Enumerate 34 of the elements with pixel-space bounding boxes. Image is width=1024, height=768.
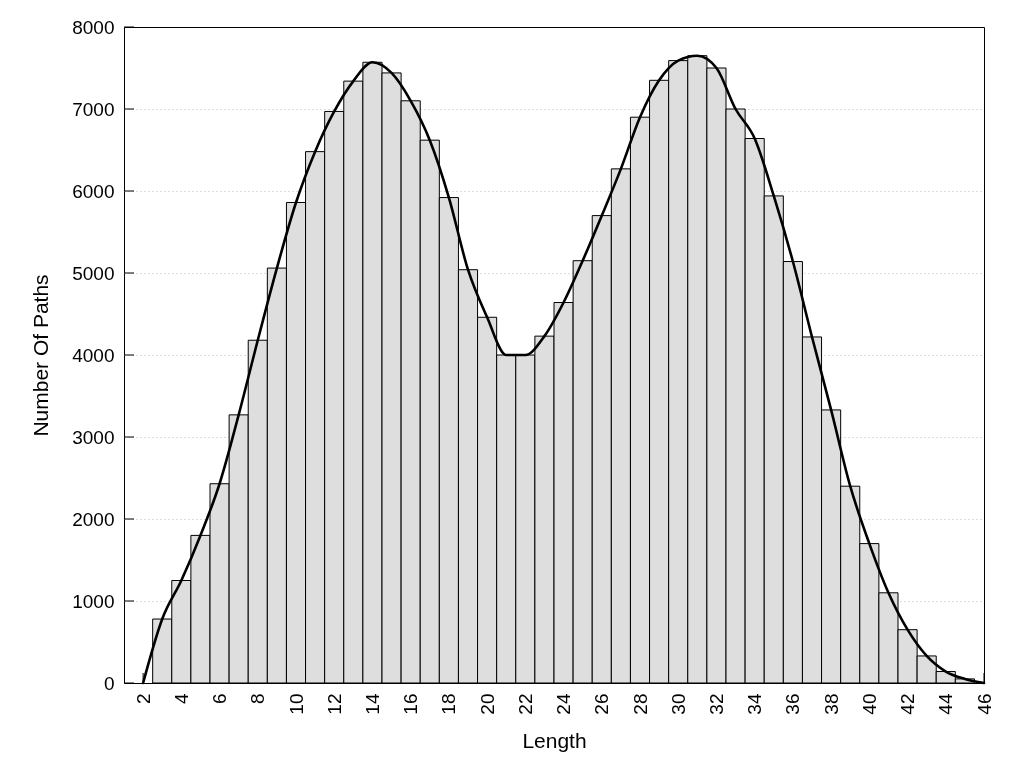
x-tick-label: 26 (591, 693, 613, 715)
x-tick-label: 38 (820, 693, 842, 715)
y-tick-label: 6000 (72, 180, 115, 202)
x-tick-label: 14 (361, 693, 383, 715)
x-tick-label: 28 (629, 693, 651, 715)
x-tick-label: 20 (476, 693, 498, 715)
x-tick-label: 2 (132, 693, 154, 705)
x-tick-label: 36 (782, 693, 804, 715)
y-tick-label: 1000 (72, 590, 115, 612)
x-tick-label: 6 (209, 693, 231, 705)
x-tick-label: 34 (744, 693, 766, 715)
x-tick-label: 30 (667, 693, 689, 715)
x-tick-label: 4 (170, 693, 192, 705)
y-tick-label: 5000 (72, 262, 115, 284)
y-tick-label: 0 (103, 672, 115, 694)
x-tick-label: 12 (323, 693, 345, 715)
x-tick-label: 8 (247, 693, 269, 705)
y-tick-label: 7000 (72, 98, 115, 120)
x-axis-title: Length (522, 728, 587, 752)
x-tick-label: 16 (400, 693, 422, 715)
y-tick-label: 2000 (72, 508, 115, 530)
x-tick-label: 18 (438, 693, 460, 715)
y-axis-title: Number Of Paths (29, 274, 53, 437)
x-tick-label: 32 (705, 693, 727, 715)
x-tick-label: 24 (553, 693, 575, 715)
y-tick-label: 8000 (72, 16, 115, 38)
x-tick-label: 22 (514, 693, 536, 715)
x-tick-label: 10 (285, 693, 307, 715)
y-tick-label: 4000 (72, 344, 115, 366)
x-tick-label: 40 (858, 693, 880, 715)
y-tick-label: 3000 (72, 426, 115, 448)
x-tick-label: 46 (973, 693, 995, 715)
x-tick-label: 42 (897, 693, 919, 715)
x-tick-label: 44 (935, 693, 957, 715)
